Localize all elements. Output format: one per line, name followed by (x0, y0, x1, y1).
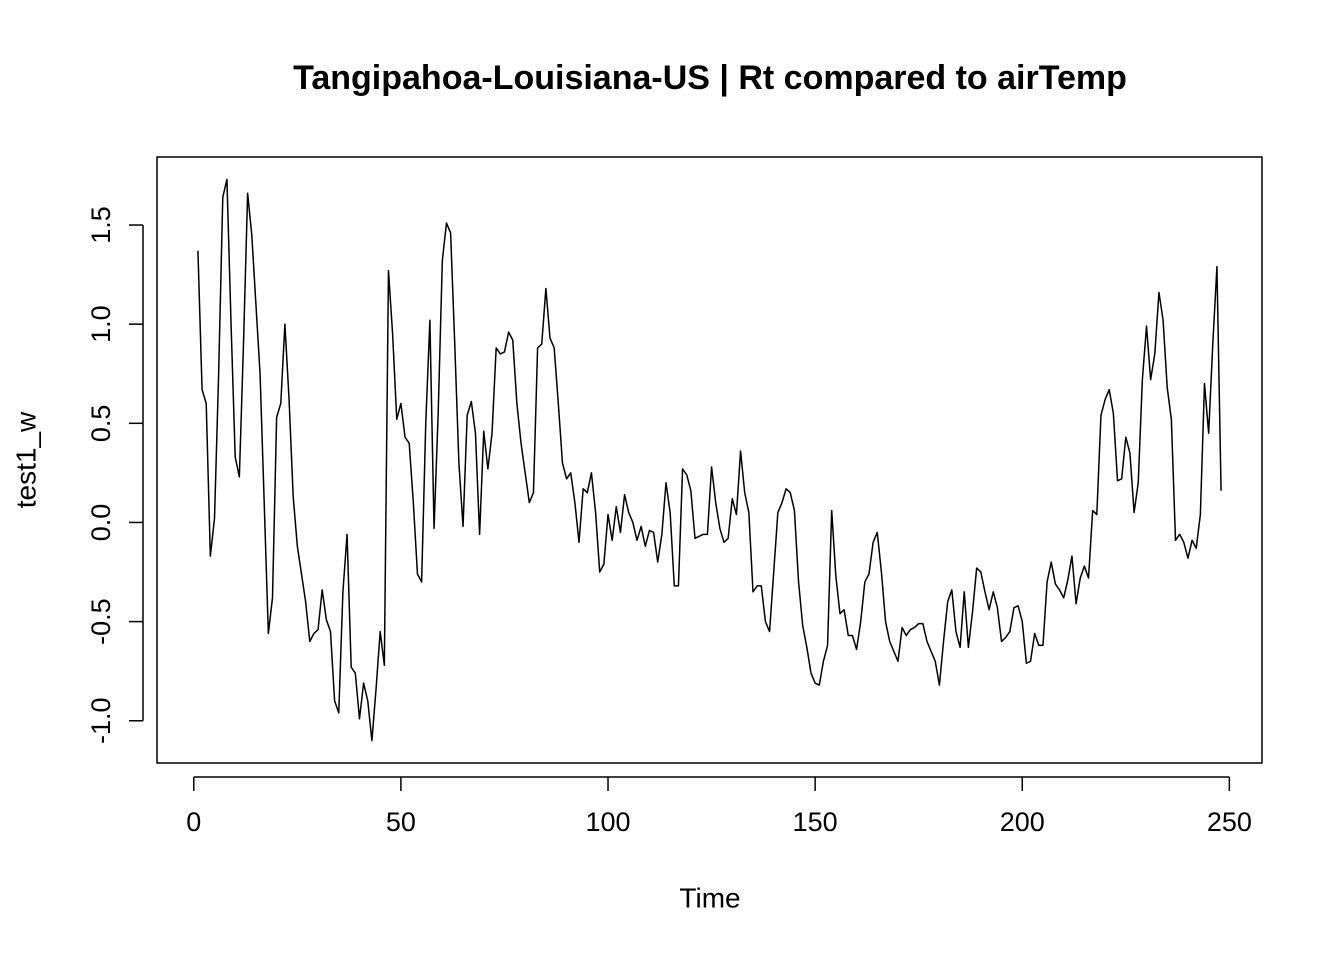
x-tick-label: 200 (1000, 807, 1045, 837)
x-tick-label: 250 (1207, 807, 1252, 837)
x-tick-label: 100 (585, 807, 630, 837)
y-tick-label: 1.0 (86, 305, 116, 343)
x-tick-label: 150 (793, 807, 838, 837)
y-axis-label: test1_w (10, 411, 41, 508)
plot-box (156, 156, 1263, 764)
x-tick-label: 0 (186, 807, 201, 837)
line (197, 178, 1222, 742)
x-tick-label: 50 (386, 807, 416, 837)
y-tick-label: 1.5 (86, 206, 116, 244)
y-tick-label: -0.5 (86, 598, 116, 645)
y-tick-label: -1.0 (86, 697, 116, 744)
chart-title: Tangipahoa-Louisiana-US | Rt compared to… (293, 59, 1127, 97)
y-tick-label: 0.0 (86, 504, 116, 542)
y-tick-label: 0.5 (86, 405, 116, 443)
x-axis-label: Time (679, 882, 740, 913)
